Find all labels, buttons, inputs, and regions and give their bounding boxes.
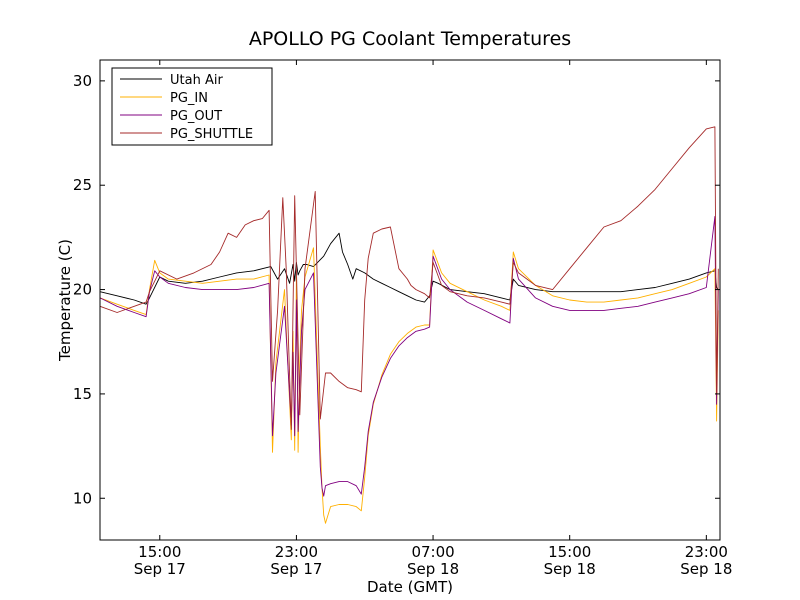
y-tick-label: 15 bbox=[73, 385, 92, 403]
x-tick-time-label: 23:00 bbox=[275, 543, 318, 561]
x-tick-date-label: Sep 17 bbox=[270, 560, 322, 578]
x-tick-date-label: Sep 18 bbox=[544, 560, 596, 578]
y-tick-label: 25 bbox=[73, 176, 92, 194]
legend-label: PG_SHUTTLE bbox=[170, 127, 253, 142]
y-tick-label: 30 bbox=[73, 72, 92, 90]
legend-label: Utah Air bbox=[170, 73, 223, 88]
legend-box bbox=[111, 67, 273, 146]
y-tick-label: 20 bbox=[73, 281, 92, 299]
series-line-pg-out bbox=[99, 216, 719, 497]
x-tick-time-label: 15:00 bbox=[138, 543, 181, 561]
chart-title: APOLLO PG Coolant Temperatures bbox=[249, 28, 571, 50]
series-line-utah-air bbox=[99, 232, 719, 305]
y-tick-label: 10 bbox=[73, 489, 92, 507]
x-tick-date-label: Sep 18 bbox=[407, 560, 459, 578]
series-layer bbox=[99, 126, 719, 524]
x-tick-time-label: 23:00 bbox=[685, 543, 728, 561]
x-tick-time-label: 15:00 bbox=[548, 543, 591, 561]
x-axis-label: Date (GMT) bbox=[367, 578, 453, 596]
x-tick-date-label: Sep 18 bbox=[680, 560, 732, 578]
plot-frame bbox=[99, 59, 721, 541]
y-axis: 10 15 20 25 30 bbox=[73, 72, 720, 507]
legend-label: PG_IN bbox=[170, 91, 208, 106]
y-axis-label: Temperature (C) bbox=[56, 239, 74, 362]
x-tick-date-label: Sep 17 bbox=[134, 560, 186, 578]
legend: Utah Air PG_IN PG_OUT PG_SHUTTLE bbox=[111, 67, 273, 146]
legend-label: PG_OUT bbox=[170, 109, 222, 124]
series-line-pg-in bbox=[99, 247, 719, 524]
x-tick-time-label: 07:00 bbox=[411, 543, 454, 561]
series-line-pg-shuttle bbox=[99, 126, 719, 430]
